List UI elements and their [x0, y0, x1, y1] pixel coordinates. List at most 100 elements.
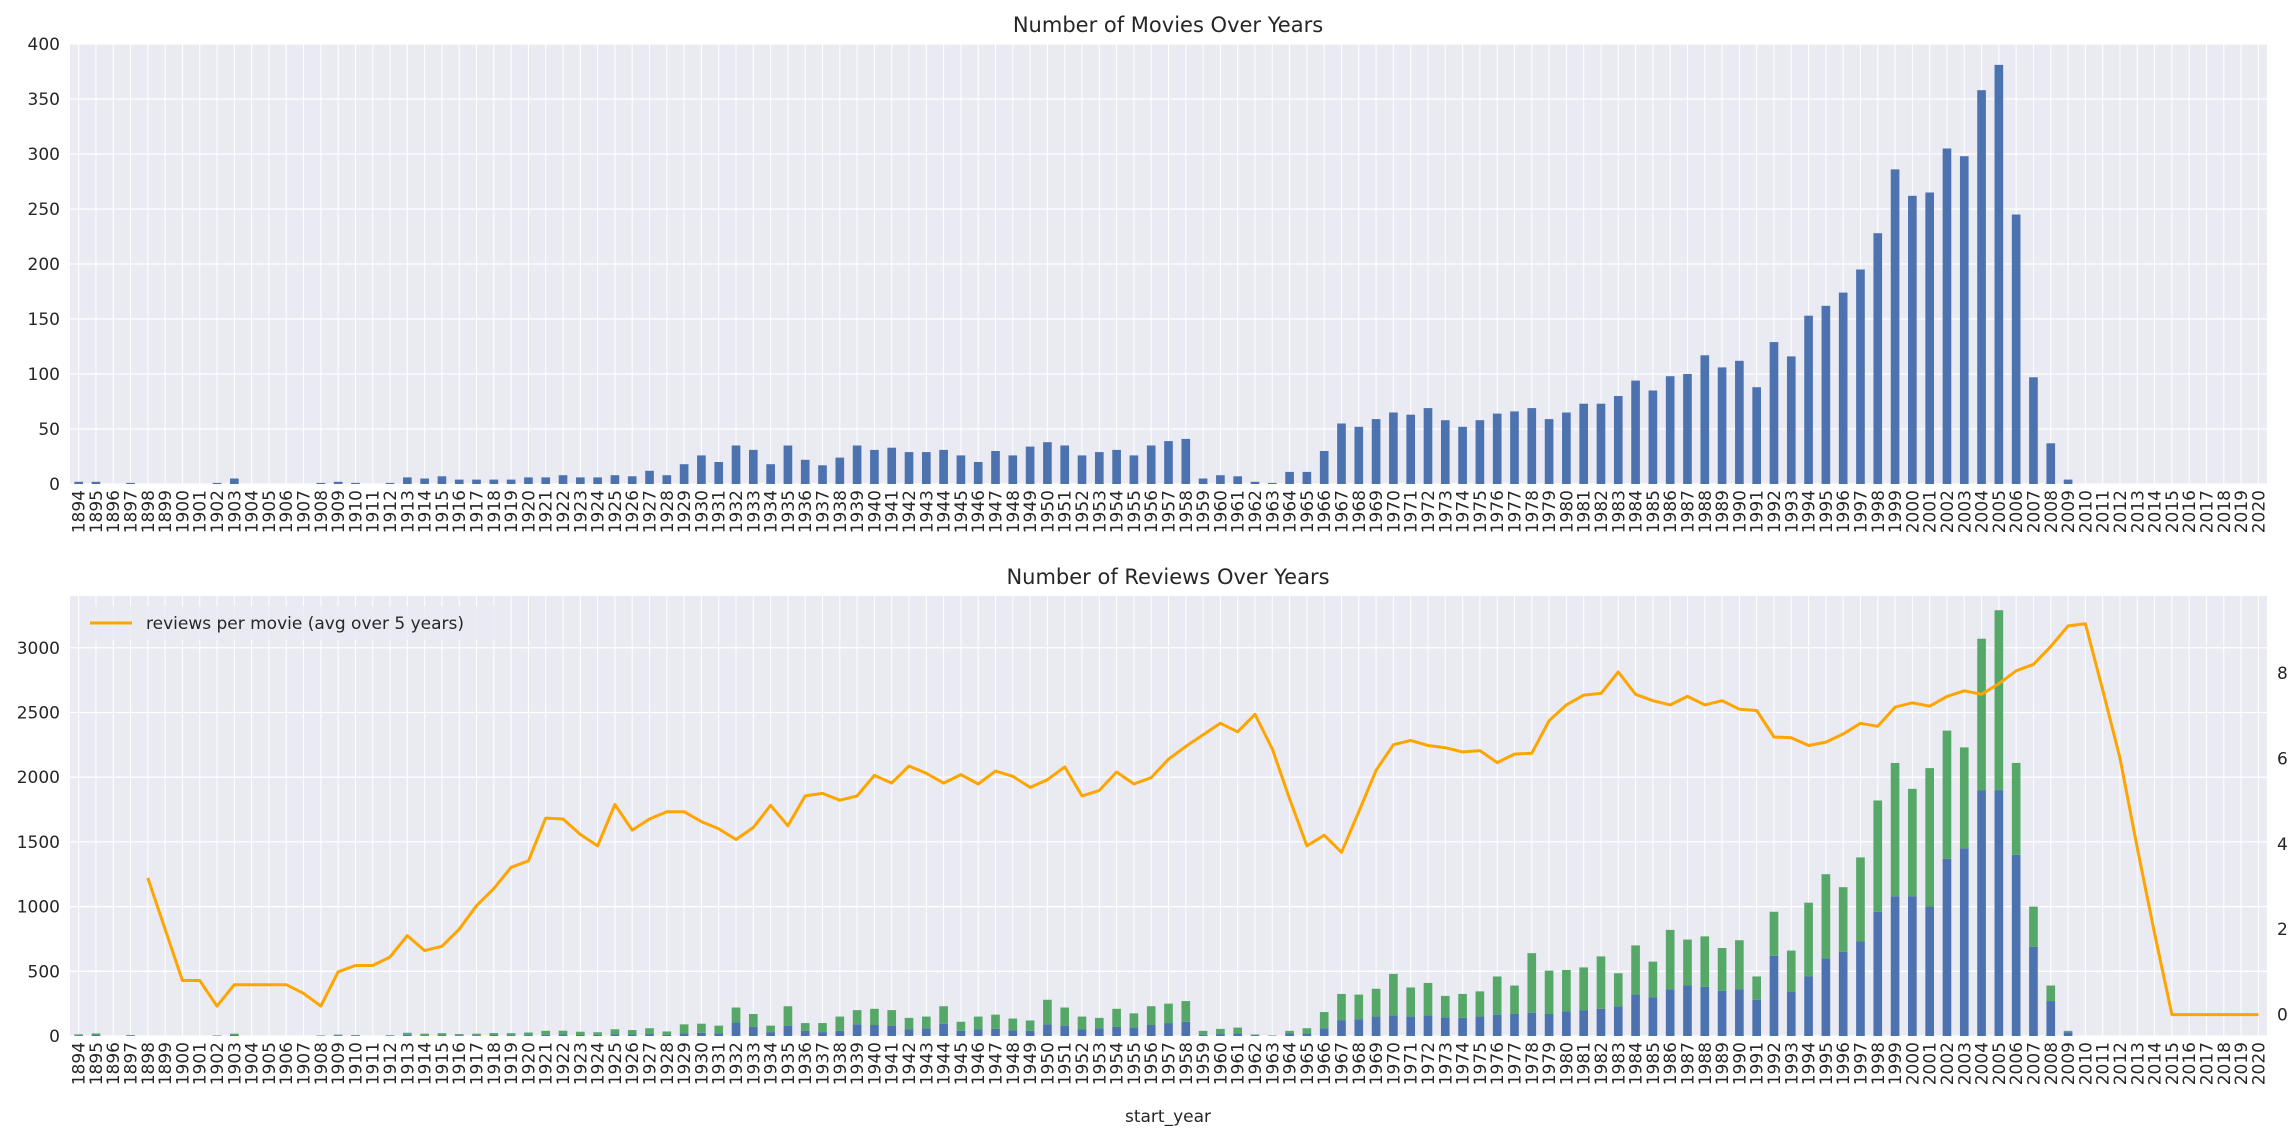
reviews-x-tick-label: 1957 [1160, 1042, 1180, 1085]
reviews-bar-series-1 [1735, 989, 1744, 1036]
movies-x-tick-label: 1914 [416, 490, 436, 533]
movies-x-tick-label: 1901 [191, 490, 211, 533]
movies-bar [1302, 471, 1312, 484]
movies-x-tick-label: 2002 [1938, 490, 1958, 533]
reviews-x-tick-label: 2014 [2146, 1042, 2166, 1085]
reviews-bar-series-1 [1613, 1006, 1623, 1036]
movies-bar [1216, 475, 1225, 484]
movies-x-tick-label: 1975 [1471, 490, 1491, 533]
reviews-bar-series-1 [1700, 986, 1710, 1036]
movies-bar [1440, 420, 1450, 484]
movies-x-tick-label: 1899 [156, 490, 176, 533]
reviews-bar-series-2 [1233, 1027, 1243, 1034]
movies-bar [1181, 438, 1191, 484]
movies-x-tick-label: 1958 [1177, 490, 1197, 533]
movies-bar [627, 476, 637, 484]
reviews-x-tick-label: 1966 [1315, 1042, 1335, 1085]
reviews-bar-series-2 [818, 1023, 827, 1033]
reviews-bar-series-2 [437, 1033, 447, 1036]
movies-x-tick-label: 2003 [1955, 490, 1975, 533]
reviews-bar-series-1 [1527, 1012, 1537, 1036]
movies-bar [1579, 403, 1589, 484]
reviews-bar-series-2 [973, 1016, 983, 1030]
reviews-bar-series-1 [1389, 1015, 1398, 1036]
movies-bar [1510, 411, 1519, 484]
reviews-bar-series-2 [2029, 906, 2038, 947]
reviews-bar-series-1 [1008, 1030, 1018, 1036]
reviews-bar-series-2 [610, 1029, 620, 1035]
reviews-x-tick-label: 2011 [2094, 1042, 2114, 1085]
reviews-x-tick-label: 2002 [1938, 1042, 1958, 1085]
reviews-bar-series-2 [1043, 999, 1052, 1025]
reviews-bar-series-2 [333, 1034, 343, 1036]
reviews-bar-series-1 [1665, 989, 1675, 1036]
reviews-x-tick-label: 1987 [1678, 1042, 1698, 1085]
movies-bar [1562, 412, 1571, 484]
reviews-x-tick-label: 1919 [502, 1042, 522, 1085]
movies-x-tick-label: 1900 [173, 490, 193, 533]
movies-bar [904, 452, 914, 484]
reviews-bar-series-2 [1285, 1030, 1294, 1034]
reviews-x-tick-label: 1932 [727, 1042, 747, 1085]
reviews-bar-series-1 [1043, 1024, 1052, 1036]
reviews-x-tick-label: 1945 [952, 1042, 972, 1085]
movies-x-tick-label: 1954 [1108, 490, 1128, 533]
reviews-x-tick-label: 1904 [243, 1042, 263, 1085]
reviews-x-tick-label: 1990 [1730, 1042, 1750, 1085]
movies-x-tick-label: 1991 [1748, 490, 1768, 533]
reviews-bar-series-1 [1890, 896, 1900, 1036]
reviews-bar-series-1 [1769, 955, 1779, 1036]
reviews-bar-series-2 [1337, 993, 1346, 1021]
reviews-bar-series-1 [558, 1034, 568, 1036]
reviews-bar-series-2 [1406, 987, 1416, 1017]
reviews-x-tick-label: 1962 [1246, 1042, 1266, 1085]
movies-x-tick-label: 1935 [779, 490, 799, 533]
movies-bar [333, 481, 343, 484]
movies-bar [1959, 156, 1969, 484]
movies-x-tick-label: 1971 [1402, 490, 1422, 533]
reviews-bar-series-1 [904, 1029, 914, 1036]
reviews-x-tick-label: 1939 [848, 1042, 868, 1085]
movies-bar [1077, 455, 1087, 484]
movies-bar [1112, 449, 1121, 484]
movies-bar [818, 465, 827, 484]
movies-bar [1873, 233, 1883, 484]
reviews-bar-series-1 [1717, 990, 1727, 1036]
reviews-y2-tick-label: 8 [2277, 664, 2288, 684]
movies-x-tick-label: 1936 [796, 490, 816, 533]
reviews-y2-tick-label: 4 [2277, 835, 2288, 855]
reviews-bar-series-2 [939, 1006, 948, 1024]
movies-y-tick-label: 400 [28, 35, 60, 55]
movies-bar [1129, 455, 1139, 484]
reviews-x-tick-label: 1901 [191, 1042, 211, 1085]
movies-bar [1942, 148, 1952, 484]
movies-y-tick-label: 50 [38, 420, 60, 440]
reviews-x-tick-label: 1947 [987, 1042, 1007, 1085]
movies-x-tick-label: 1951 [1056, 490, 1076, 533]
reviews-y-tick-label: 2500 [17, 703, 60, 723]
reviews-x-tick-label: 1952 [1073, 1042, 1093, 1085]
reviews-bar-series-2 [1856, 857, 1865, 942]
reviews-x-tick-label: 1920 [519, 1042, 539, 1085]
reviews-x-tick-label: 1894 [70, 1042, 90, 1085]
movies-bar [1060, 445, 1070, 484]
movies-bar [1977, 90, 1986, 484]
movies-x-tick-label: 1984 [1627, 490, 1647, 533]
movies-bar [1838, 292, 1848, 484]
reviews-bar-series-2 [454, 1034, 464, 1036]
reviews-x-tick-label: 1977 [1505, 1042, 1525, 1085]
movies-x-tick-label: 1902 [208, 490, 228, 533]
movies-x-tick-label: 1939 [848, 490, 868, 533]
movies-x-tick-label: 1978 [1523, 490, 1543, 533]
movies-x-tick-label: 1919 [502, 490, 522, 533]
reviews-bar-series-2 [420, 1033, 429, 1036]
movies-bar [1250, 481, 1260, 484]
reviews-x-tick-label: 2009 [2059, 1042, 2079, 1085]
reviews-x-tick-label: 2006 [2007, 1042, 2027, 1085]
movies-bar [1994, 64, 2004, 485]
reviews-bar-series-1 [489, 1034, 499, 1036]
reviews-bar-series-2 [541, 1030, 551, 1035]
reviews-bar-series-2 [1735, 940, 1744, 990]
movies-x-tick-label: 1926 [623, 490, 643, 533]
